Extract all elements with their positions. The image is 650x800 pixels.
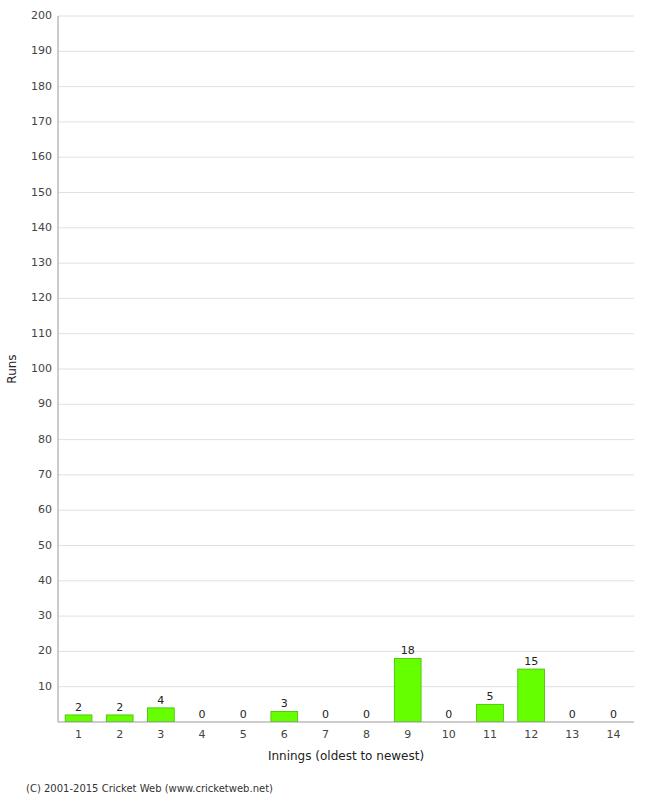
grid-line <box>58 474 634 475</box>
x-tick-label: 5 <box>240 728 247 741</box>
y-tick-label: 130 <box>31 256 52 269</box>
grid-line <box>58 369 634 370</box>
bar <box>106 715 133 722</box>
x-tick-label: 10 <box>442 728 456 741</box>
x-tick-label: 7 <box>322 728 329 741</box>
grid-line <box>58 263 634 264</box>
data-label: 0 <box>240 708 247 721</box>
y-axis-line <box>58 16 59 722</box>
y-tick-label: 180 <box>31 80 52 93</box>
grid-line <box>58 157 634 158</box>
x-tick-label: 8 <box>363 728 370 741</box>
bar <box>394 658 421 722</box>
data-label: 0 <box>322 708 329 721</box>
data-label: 0 <box>199 708 206 721</box>
data-label: 3 <box>281 697 288 710</box>
y-tick-label: 10 <box>38 680 52 693</box>
bar <box>65 715 92 722</box>
grid-line <box>58 121 634 122</box>
y-tick-label: 50 <box>38 539 52 552</box>
x-axis-line <box>58 722 634 723</box>
data-labels: 2 2 4 0 0 3 0 0 18 0 5 15 0 0 <box>75 644 617 721</box>
x-tick-label: 3 <box>157 728 164 741</box>
y-tick-label: 150 <box>31 186 52 199</box>
grid-line <box>58 439 634 440</box>
grid <box>58 16 634 687</box>
y-tick-label: 160 <box>31 150 52 163</box>
x-tick-label: 13 <box>565 728 579 741</box>
data-label: 0 <box>569 708 576 721</box>
grid-line <box>58 616 634 617</box>
y-tick-label: 30 <box>38 609 52 622</box>
grid-line <box>58 192 634 193</box>
x-tick-label: 14 <box>606 728 620 741</box>
bars <box>65 658 544 722</box>
bar <box>147 708 174 722</box>
y-axis-label: Runs <box>5 354 19 383</box>
y-tick-labels: 10 20 30 40 50 60 70 80 90 100 110 120 130 140 150 160 1… <box>31 9 52 693</box>
data-label: 5 <box>487 690 494 703</box>
y-tick-label: 20 <box>38 644 52 657</box>
grid-line <box>58 686 634 687</box>
x-tick-label: 4 <box>199 728 206 741</box>
x-tick-label: 11 <box>483 728 497 741</box>
grid-line <box>58 227 634 228</box>
y-tick-label: 170 <box>31 115 52 128</box>
grid-line <box>58 580 634 581</box>
grid-line <box>58 16 634 17</box>
y-tick-label: 100 <box>31 362 52 375</box>
y-tick-label: 110 <box>31 327 52 340</box>
data-label: 2 <box>75 701 82 714</box>
x-tick-label: 6 <box>281 728 288 741</box>
chart: 1020304050607080901001101201301401501601… <box>0 0 650 800</box>
bar <box>271 711 298 722</box>
y-tick-label: 90 <box>38 397 52 410</box>
data-label: 15 <box>524 655 538 668</box>
x-tick-label: 12 <box>524 728 538 741</box>
grid-line <box>58 510 634 511</box>
grid-line <box>58 651 634 652</box>
y-tick-label: 60 <box>38 503 52 516</box>
data-label: 18 <box>401 644 415 657</box>
y-tick-label: 140 <box>31 221 52 234</box>
data-label: 0 <box>363 708 370 721</box>
x-tick-label: 1 <box>75 728 82 741</box>
y-tick-label: 190 <box>31 44 52 57</box>
bar <box>518 669 545 722</box>
grid-line <box>58 545 634 546</box>
y-tick-label: 40 <box>38 574 52 587</box>
x-tick-label: 9 <box>404 728 411 741</box>
data-label: 0 <box>610 708 617 721</box>
y-tick-label: 200 <box>31 9 52 22</box>
y-tick-label: 70 <box>38 468 52 481</box>
grid-line <box>58 51 634 52</box>
y-tick-label: 80 <box>38 433 52 446</box>
grid-line <box>58 333 634 334</box>
footer: (C) 2001-2015 Cricket Web (www.cricketwe… <box>26 783 273 794</box>
x-axis-label: Innings (oldest to newest) <box>268 749 424 763</box>
grid-line <box>58 86 634 87</box>
data-label: 4 <box>157 694 164 707</box>
y-tick-label: 120 <box>31 291 52 304</box>
bar <box>477 704 504 722</box>
data-label: 2 <box>116 701 123 714</box>
grid-line <box>58 404 634 405</box>
x-tick-labels: 1234567891011121314 <box>75 728 620 741</box>
x-tick-label: 2 <box>116 728 123 741</box>
grid-line <box>58 298 634 299</box>
data-label: 0 <box>445 708 452 721</box>
